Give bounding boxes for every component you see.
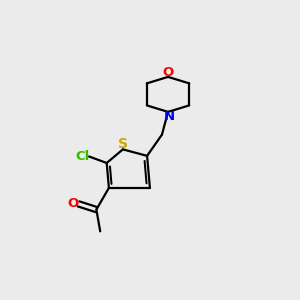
Text: S: S: [118, 137, 128, 152]
Text: O: O: [67, 197, 78, 210]
Text: Cl: Cl: [75, 150, 89, 163]
Text: N: N: [164, 110, 175, 123]
Text: O: O: [162, 66, 174, 79]
